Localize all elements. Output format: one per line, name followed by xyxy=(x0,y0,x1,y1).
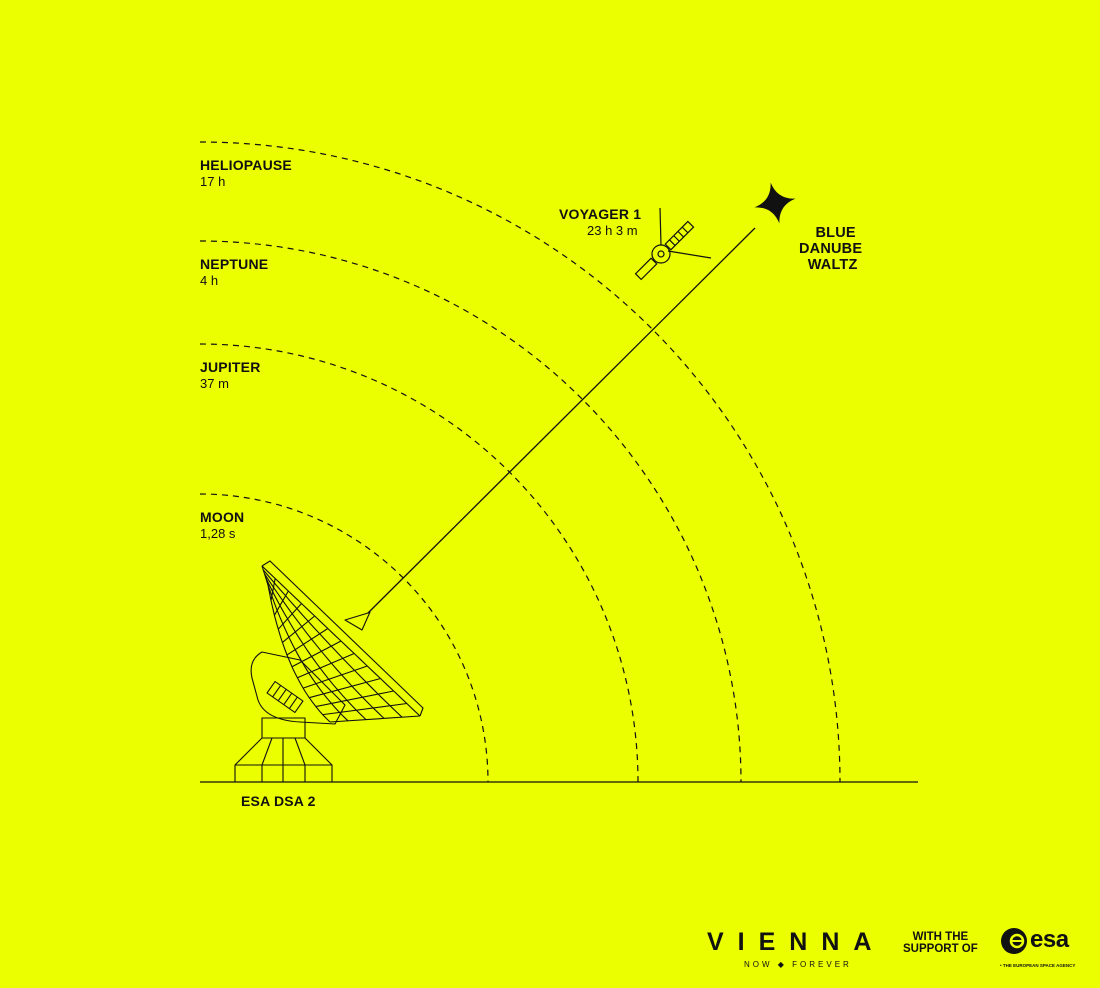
orbit-name: NEPTUNE xyxy=(200,256,269,272)
target-line: DANUBE xyxy=(799,241,863,257)
esa-logo-icon xyxy=(1001,928,1027,954)
orbit-name: MOON xyxy=(200,509,245,525)
support-text: WITH THE SUPPORT OF xyxy=(903,931,978,955)
orbit-arc xyxy=(199,240,742,783)
radio-dish-icon xyxy=(234,560,424,783)
orbit-time: 37 m xyxy=(200,376,229,391)
signal-beam xyxy=(367,227,756,614)
orbit-arc xyxy=(199,493,489,783)
orbit-time: 17 h xyxy=(200,174,226,189)
vienna-logo: VIENNA xyxy=(707,928,886,956)
vienna-tagline: NOW ◆ FOREVER xyxy=(744,960,852,969)
esa-tagline: • THE EUROPEAN SPACE AGENCY xyxy=(1000,963,1076,968)
voyager-time: 23 h 3 m xyxy=(587,223,638,238)
esa-logo-text: esa xyxy=(1030,926,1069,953)
orbit-arc xyxy=(199,141,841,783)
orbit-name: JUPITER xyxy=(200,359,261,375)
voyager-label: VOYAGER 1 xyxy=(559,206,642,222)
target-line: WALTZ xyxy=(807,257,858,273)
support-line: SUPPORT OF xyxy=(903,943,978,955)
support-line: WITH THE xyxy=(912,931,969,943)
target-line: BLUE xyxy=(815,225,856,241)
orbit-name: HELIOPAUSE xyxy=(200,157,292,173)
antenna-label: ESA DSA 2 xyxy=(241,793,316,809)
satellite-icon xyxy=(634,207,712,281)
target-label: BLUE DANUBE WALTZ xyxy=(799,225,862,273)
orbit-time: 4 h xyxy=(200,273,219,288)
four-point-star-icon xyxy=(754,182,796,224)
orbit-time: 1,28 s xyxy=(200,526,236,541)
